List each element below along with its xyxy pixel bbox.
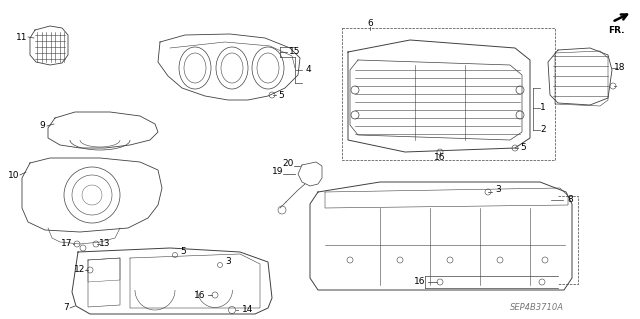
Text: 9: 9 bbox=[39, 122, 45, 130]
Text: 12: 12 bbox=[74, 265, 86, 275]
Text: FR.: FR. bbox=[608, 26, 625, 35]
Text: 5: 5 bbox=[520, 144, 525, 152]
Text: 4: 4 bbox=[305, 65, 311, 75]
Text: 13: 13 bbox=[99, 240, 111, 249]
Text: 15: 15 bbox=[289, 48, 301, 56]
Text: 10: 10 bbox=[8, 170, 20, 180]
Text: SEP4B3710A: SEP4B3710A bbox=[510, 303, 564, 313]
Text: 2: 2 bbox=[540, 125, 546, 135]
Text: 16: 16 bbox=[413, 278, 425, 286]
Text: 6: 6 bbox=[367, 19, 373, 28]
Text: 20: 20 bbox=[282, 159, 294, 167]
Text: 5: 5 bbox=[278, 91, 284, 100]
Text: 3: 3 bbox=[495, 184, 500, 194]
Text: 5: 5 bbox=[180, 248, 186, 256]
Text: 11: 11 bbox=[16, 33, 28, 41]
Text: 17: 17 bbox=[61, 240, 73, 249]
Text: 16: 16 bbox=[435, 153, 445, 162]
Text: 7: 7 bbox=[63, 303, 69, 313]
Text: 8: 8 bbox=[567, 196, 573, 204]
Text: 16: 16 bbox=[193, 291, 205, 300]
Text: 14: 14 bbox=[242, 306, 253, 315]
Text: 3: 3 bbox=[225, 257, 231, 266]
Text: 19: 19 bbox=[272, 167, 284, 176]
Text: 18: 18 bbox=[614, 63, 626, 72]
Text: 1: 1 bbox=[540, 103, 546, 113]
